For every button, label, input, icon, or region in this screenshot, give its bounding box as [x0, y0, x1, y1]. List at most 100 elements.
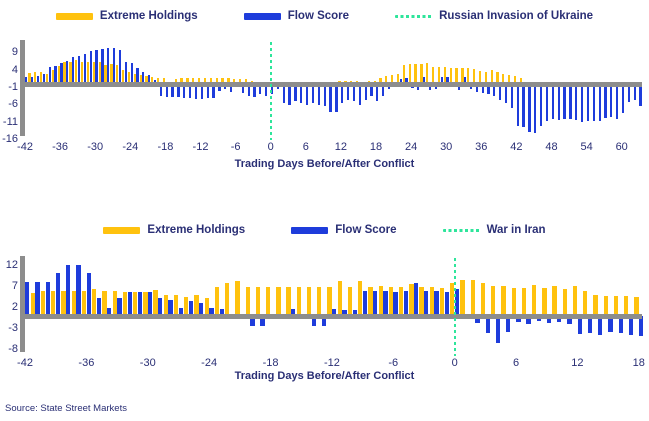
x-tick-label: -12 [323, 357, 340, 369]
x-tick-label: 0 [451, 357, 458, 369]
bar-flow-score [440, 76, 443, 84]
x-tick-label: -24 [122, 141, 139, 153]
bar-flow-score [48, 66, 51, 84]
bar-flow-score [346, 84, 350, 100]
bar-flow-score [405, 78, 408, 84]
bar-flow-score [177, 84, 180, 98]
bar-extreme-holdings [420, 63, 423, 84]
bar-flow-score [76, 265, 81, 316]
bar-flow-score [188, 301, 194, 316]
bar-extreme-holdings [467, 68, 470, 84]
y-tick-label: 2 [11, 301, 18, 314]
plot-area-iran: 12 7 2 -3 -8 -42 -36 -30 -24 -18 -12 -6 0 6 12 18 [0, 210, 649, 400]
bar-flow-score [557, 84, 560, 121]
bar-flow-score [137, 291, 143, 316]
x-tick-label: 30 [440, 141, 453, 153]
bar-extreme-holdings [396, 74, 400, 84]
bar-flow-score [639, 316, 644, 336]
x-tick-label: -42 [17, 357, 33, 369]
bar-flow-score [563, 84, 566, 119]
bar-extreme-holdings [180, 77, 183, 84]
bar-extreme-holdings [337, 281, 342, 316]
bar-extreme-holdings [133, 73, 136, 84]
bar-flow-score [199, 302, 204, 316]
bar-flow-score [352, 310, 357, 316]
bar-flow-score [376, 84, 379, 101]
bar-flow-score [25, 77, 28, 84]
bar-extreme-holdings [460, 280, 465, 316]
legend-bottom: Extreme Holdings Flow Score War in Iran [0, 224, 649, 236]
x-tick-label: -12 [192, 141, 209, 153]
bar-flow-score [96, 298, 102, 316]
x-tick-label: 6 [512, 357, 520, 369]
bar-flow-score [475, 84, 478, 93]
bar-flow-score [393, 291, 398, 316]
bar-extreme-holdings [439, 287, 445, 316]
bar-flow-score [592, 84, 595, 121]
bar-extreme-holdings [327, 286, 332, 316]
y-axis-line [20, 40, 25, 136]
legend-item-flow-score: Flow Score [243, 10, 350, 22]
bar-flow-score [31, 77, 34, 84]
legend-item-extreme-holdings: Extreme Holdings [55, 10, 198, 22]
x-tick-label: -6 [230, 141, 241, 153]
bar-extreme-holdings [593, 295, 598, 316]
flow-score-swatch-icon [243, 12, 281, 20]
bar-flow-score [446, 76, 449, 84]
bar-flow-score [493, 84, 496, 97]
bar-flow-score [434, 84, 437, 90]
legend-label-flow-score: Flow Score [335, 224, 397, 236]
bar-flow-score [444, 291, 449, 316]
y-tick-label: 12 [5, 259, 18, 272]
bar-flow-score [495, 316, 501, 344]
bar-flow-score [165, 84, 168, 98]
bar-extreme-holdings [81, 61, 84, 84]
bar-flow-score [127, 291, 132, 316]
bar-extreme-holdings [198, 77, 201, 84]
y-tick-label: -8 [8, 342, 18, 355]
bar-flow-score [291, 309, 296, 316]
chart-war-in-iran: Extreme Holdings Flow Score War in Iran … [0, 210, 649, 400]
legend-label-flow-score: Flow Score [287, 10, 350, 22]
bar-extreme-holdings [399, 286, 404, 316]
y-tick-label: 7 [11, 280, 18, 293]
bar-extreme-holdings [45, 74, 49, 84]
bar-flow-score [575, 84, 578, 121]
y-tick-label: -6 [8, 98, 18, 111]
legend-top: Extreme Holdings Flow Score Russian Inva… [0, 10, 649, 22]
bar-flow-score [403, 290, 408, 316]
x-tick-label: -30 [87, 141, 104, 153]
bar-flow-score [66, 61, 69, 84]
x-tick-label: -18 [157, 141, 174, 153]
y-axis-line [20, 256, 25, 352]
bar-extreme-holdings [238, 78, 242, 84]
bar-flow-score [25, 281, 30, 316]
bar-flow-score [311, 316, 316, 326]
bar-flow-score [423, 77, 426, 84]
x-tick-label: 12 [571, 357, 584, 369]
bar-extreme-holdings [173, 295, 179, 316]
bar-flow-score [95, 49, 98, 84]
bar-extreme-holdings [402, 64, 406, 84]
bar-flow-score [153, 79, 157, 84]
bar-extreme-holdings [388, 286, 394, 316]
bar-flow-score [253, 84, 256, 98]
bar-flow-score [598, 84, 601, 121]
bar-extreme-holdings [532, 284, 537, 316]
bar-flow-score [212, 84, 215, 98]
bar-extreme-holdings [214, 286, 220, 316]
bar-flow-score [545, 84, 549, 121]
legend-item-event: Russian Invasion of Ukraine [395, 10, 593, 22]
bar-flow-score [510, 84, 514, 109]
bar-flow-score [522, 84, 525, 128]
bar-extreme-holdings [552, 285, 557, 316]
x-tick-label: -36 [78, 357, 95, 369]
bar-extreme-holdings [562, 288, 567, 316]
bar-extreme-holdings [368, 286, 373, 316]
bar-extreme-holdings [491, 285, 496, 316]
bar-flow-score [194, 84, 198, 99]
x-tick-label: 24 [404, 141, 418, 153]
bar-extreme-holdings [385, 76, 388, 84]
bar-flow-score [148, 75, 151, 84]
